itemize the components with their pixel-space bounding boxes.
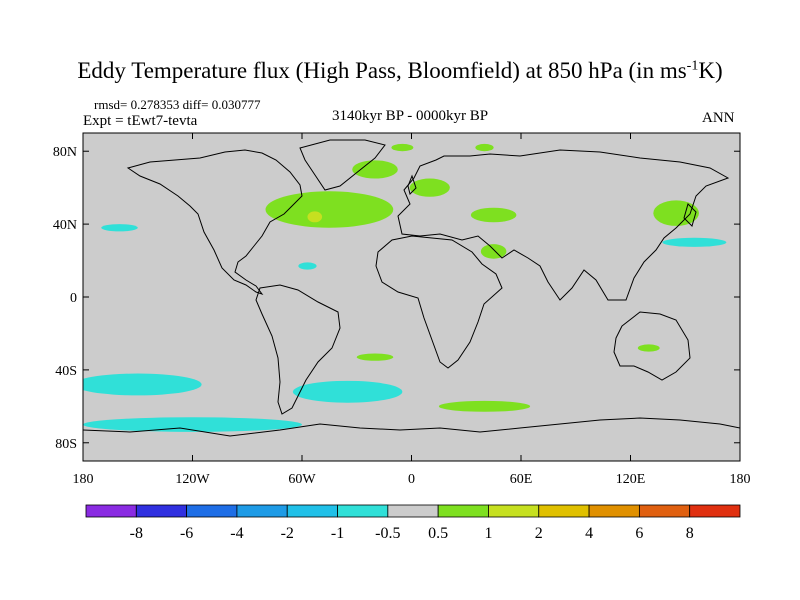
region-arabia — [480, 244, 507, 259]
period-label: 3140kyr BP - 0000kyr BP — [331, 108, 489, 124]
region-south-indian-positive — [438, 400, 531, 412]
x-tick-label: 180 — [730, 472, 751, 487]
y-tick-label: 80N — [53, 145, 77, 160]
region-south-atlantic-positive — [356, 353, 394, 361]
colorbar-label: -0.5 — [375, 525, 400, 542]
colorbar-swatch — [538, 504, 590, 518]
coastline-south-america — [255, 284, 341, 415]
y-tick-label: 40S — [55, 364, 77, 379]
region-southern-ocean-negative — [83, 417, 302, 432]
region-black-sea-caspian — [470, 207, 517, 223]
colorbar-swatch — [588, 504, 640, 518]
colorbar-swatch — [135, 504, 188, 518]
colorbar-swatch — [437, 504, 489, 518]
coastline-antarctica — [83, 417, 740, 437]
region-north-pacific-west-negative — [101, 224, 138, 232]
title-superscript: -1 — [686, 58, 699, 74]
y-tick-label: 80S — [55, 437, 77, 452]
colorbar-swatch — [337, 504, 389, 518]
region-west-pacific-japan — [653, 200, 699, 226]
colorbar-label: 4 — [585, 525, 593, 542]
x-tick-label: 180 — [73, 472, 94, 487]
colorbar-swatch — [85, 504, 137, 518]
season-label: ANN — [702, 110, 735, 126]
colorbar-swatch — [387, 504, 439, 518]
x-tick-label: 120W — [175, 472, 210, 487]
x-tick-label: 120E — [616, 472, 646, 487]
region-west-atlantic-negative — [298, 262, 317, 270]
region-greenland-sea — [352, 160, 398, 179]
colorbar-label: 8 — [686, 525, 694, 542]
coastline-japan — [683, 203, 697, 227]
region-scandinavia — [409, 178, 450, 197]
region-north-pacific-negative — [662, 237, 727, 247]
colorbar-swatch — [488, 504, 540, 518]
coastline-north-america — [126, 149, 303, 295]
region-south-pacific-negative — [83, 373, 202, 396]
chart-title: Eddy Temperature flux (High Pass, Bloomf… — [77, 58, 723, 83]
coastline-australia — [613, 311, 691, 381]
colorbar-swatch — [236, 504, 288, 518]
region-arctic-north-atlantic — [391, 143, 414, 152]
region-barents-sea — [475, 143, 494, 152]
colorbar-swatch — [186, 504, 238, 518]
colorbar-swatch — [286, 504, 338, 518]
colorbar-label: -1 — [331, 525, 344, 542]
coastline-eurasia — [397, 149, 730, 301]
region-south-atlantic-negative — [292, 380, 403, 403]
colorbar-swatch — [689, 504, 741, 518]
region-north-atlantic-storm-track — [265, 191, 394, 228]
colorbar-label: 2 — [535, 525, 543, 542]
colorbar-label: -6 — [180, 525, 193, 542]
region-australia-positive — [637, 344, 660, 352]
colorbar-label: -8 — [130, 525, 143, 542]
colorbar-label: 6 — [635, 525, 643, 542]
x-tick-label: 60E — [510, 472, 533, 487]
map-background — [83, 133, 740, 461]
x-tick-label: 60W — [288, 472, 316, 487]
coastline-greenland — [299, 139, 386, 191]
colorbar-label: 1 — [484, 525, 492, 542]
region-atlantic-peak — [307, 211, 323, 223]
rmsd-diff-label: rmsd= 0.278353 diff= 0.030777 — [94, 97, 261, 112]
x-tick-label: 0 — [408, 472, 415, 487]
colorbar-label: -4 — [230, 525, 243, 542]
experiment-label: Expt = tEwt7-tevta — [83, 113, 198, 129]
y-tick-label: 0 — [70, 291, 77, 306]
colorbar-label: 0.5 — [428, 525, 448, 542]
y-tick-label: 40N — [53, 218, 77, 233]
coastline-uk — [407, 174, 417, 195]
coastline-africa — [375, 235, 503, 369]
colorbar-label: -2 — [281, 525, 294, 542]
colorbar-swatch — [638, 504, 691, 518]
